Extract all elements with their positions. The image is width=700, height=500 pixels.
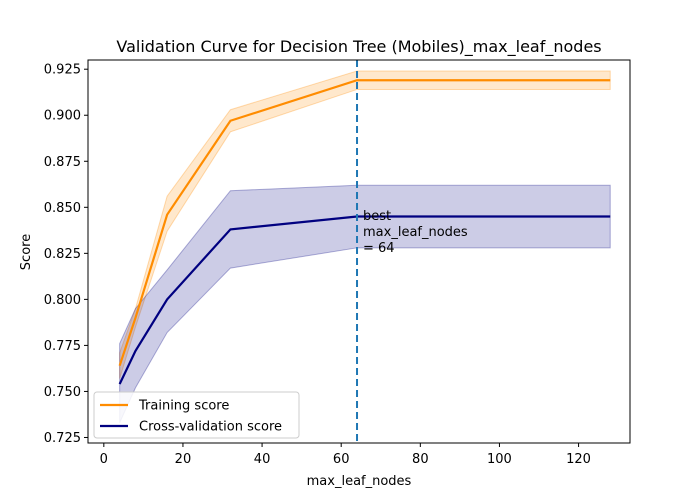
best-annotation-text: best max_leaf_nodes = 64 xyxy=(363,209,468,256)
annotation-line: max_leaf_nodes xyxy=(363,225,468,240)
axes xyxy=(87,59,631,444)
y-tick-label: 0.825 xyxy=(44,247,81,262)
y-tick-label: 0.800 xyxy=(44,293,81,308)
y-tick-label: 0.925 xyxy=(44,63,81,78)
y-tick-label: 0.850 xyxy=(44,201,81,216)
y-tick-label: 0.775 xyxy=(44,339,81,354)
legend: Training score Cross-validation score xyxy=(93,391,300,439)
y-axis-label: Score xyxy=(19,234,34,270)
training-score-line xyxy=(118,79,611,367)
cross-validation-score-legend-label: Cross-validation score xyxy=(139,420,282,435)
best-annotation: best max_leaf_nodes = 64 xyxy=(363,209,468,256)
x-axis-label: max_leaf_nodes xyxy=(307,474,412,489)
chart-title: Validation Curve for Decision Tree (Mobi… xyxy=(116,37,601,57)
y-tick-label: 0.900 xyxy=(44,109,81,124)
x-tick-label: 100 xyxy=(487,452,512,467)
x-tick-label: 40 xyxy=(254,452,271,467)
y-tick-label: 0.875 xyxy=(44,155,81,170)
tick-marks: 0 20 40 60 80 100 120 0.725 0.750 0.775 0.800 0.825… xyxy=(44,63,591,467)
x-tick-label: 20 xyxy=(175,452,192,467)
annotation-line: = 64 xyxy=(363,241,395,256)
annotation-line: best xyxy=(363,209,391,224)
training-score-legend-label: Training score xyxy=(138,399,229,414)
x-tick-label: 80 xyxy=(412,452,429,467)
x-tick-label: 0 xyxy=(100,452,108,467)
x-tick-label: 60 xyxy=(333,452,350,467)
plot-frame xyxy=(87,59,631,444)
y-tick-label: 0.725 xyxy=(44,431,81,446)
plot-area xyxy=(118,60,611,443)
legend-box xyxy=(93,391,300,439)
y-tick-label: 0.750 xyxy=(44,385,81,400)
cross-validation-score-band xyxy=(119,184,611,423)
cross-validation-score-line xyxy=(118,215,611,385)
training-score-band xyxy=(119,70,611,379)
x-tick-label: 120 xyxy=(566,452,591,467)
